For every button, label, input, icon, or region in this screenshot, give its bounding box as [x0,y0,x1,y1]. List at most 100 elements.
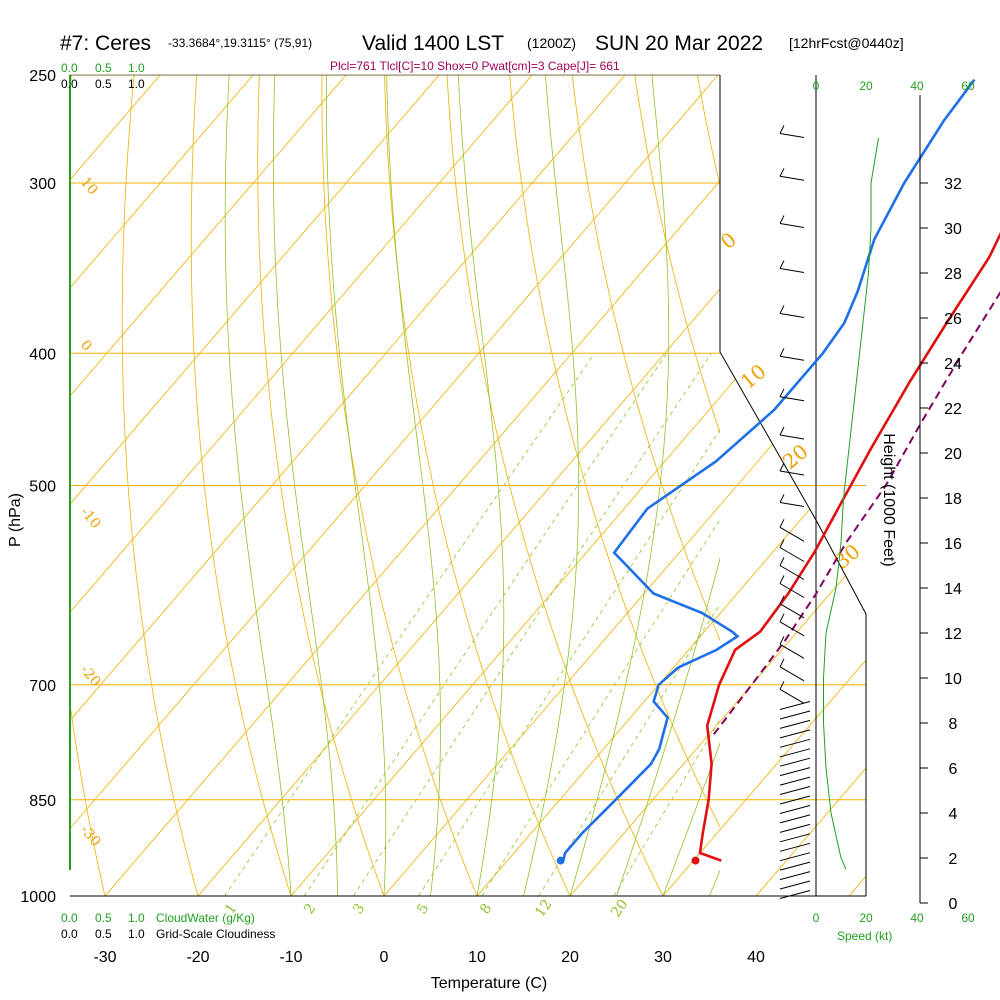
speed-tick-bottom-20: 20 [859,911,873,925]
surface-dewpoint [556,856,565,865]
wind-barb-flag [779,168,785,177]
wind-barb [779,814,811,824]
height-tick-14: 14 [944,581,962,598]
height-tick-28: 28 [944,266,962,283]
wind-panel-grid [720,75,866,896]
dewpoint-line [561,78,976,861]
pressure-tick-400: 400 [29,346,56,363]
isotherm [197,288,720,896]
wind-barb [779,890,811,899]
wind-barb [779,603,805,619]
moist-adiabat [523,75,579,896]
temp-tick-0: 0 [380,949,389,966]
cloud-scale-bottom-0: 0.0 [61,911,78,925]
wind-barb [779,355,805,361]
height-tick-22: 22 [944,401,962,418]
mixing-ratio-line [303,353,668,896]
mixing-ratio-label-5: 12 [532,897,555,921]
wind-barb [779,861,811,871]
wind-barb [779,757,811,767]
isotherm [476,612,720,896]
pressure-tick-250: 250 [29,68,56,85]
wind-barb-flag [779,348,785,357]
height-tick-20: 20 [944,446,962,463]
wind-barb-flag [779,388,785,398]
parcel-trace-line [713,291,1000,735]
wind-barb [779,805,811,814]
temp-tick--10: -10 [279,949,302,966]
pressure-tick-500: 500 [29,479,56,496]
wind-barb-flag [779,658,785,668]
cloud-water-scale-top: 0.0 0.5 1.0 0.0 0.5 1.0 [61,61,145,91]
speed-tick-top-20: 20 [859,79,873,93]
temp-tick-10: 10 [468,949,486,966]
cloud-water-scale-bottom: 0.0 0.5 1.0 CloudWater (g/Kg) 0.0 0.5 1.… [61,911,275,941]
wind-barb [779,526,805,542]
cloudiness-scale-bottom-1: 0.5 [95,927,112,941]
speed-tick-top-0: 0 [813,79,820,93]
dry-adiabat-label-0: 10 [77,174,101,198]
cloud-scale-top-1: 0.5 [95,61,112,75]
height-tick-16: 16 [944,536,962,553]
mixing-ratio-label-1: 2 [301,901,319,917]
cloud-scale-top-2: 1.0 [128,61,145,75]
temp-tick-30: 30 [654,949,672,966]
height-tick-30: 30 [944,221,962,238]
wind-barb [779,701,811,710]
wind-barb [779,842,811,852]
station-coords: -33.3684°,19.3115° (75,91) [168,36,312,50]
cloudiness-scale-top-1: 0.5 [95,77,112,91]
mixing-ratio-label-4: 8 [477,901,495,917]
wind-barb-flag [779,519,785,528]
wind-barb-flag [779,462,785,472]
dry-adiabat [509,75,720,828]
x-axis-title: Temperature (C) [431,975,547,992]
wind-barb-flag [779,636,785,645]
dry-adiabat [321,75,478,896]
height-tick-8: 8 [949,716,958,733]
wind-barb [779,688,805,704]
dry-adiabat-label-4: -30 [77,822,104,850]
wind-barb [779,643,805,659]
cloud-scale-top-0: 0.0 [61,61,78,75]
height-tick-24: 24 [944,356,962,373]
pressure-tick-700: 700 [29,678,56,695]
cloudiness-scale-top-0: 0.0 [61,77,78,91]
wind-barb [779,621,805,637]
cloudiness-scale-bottom-0: 0.0 [61,927,78,941]
height-tick-32: 32 [944,176,962,193]
wind-barb [779,175,805,181]
moist-adiabat [616,556,720,896]
wind-barb-flag [779,595,785,605]
wind-barb [779,880,811,890]
wind-barbs [779,125,811,899]
isotherm [70,75,533,613]
wind-barb [779,852,811,862]
temp-tick--20: -20 [186,949,209,966]
mixing-ratio-line [353,353,712,896]
utc-time: (1200Z) [527,35,576,51]
wind-barb [779,223,805,228]
speed-tick-top-40: 40 [910,79,924,93]
forecast-date: SUN 20 Mar 2022 [595,32,763,55]
mixing-ratio-lines [224,353,720,896]
isotherm [104,180,720,896]
wind-barb [779,767,811,777]
dry-adiabat [257,75,385,896]
moist-adiabat [457,75,505,896]
dry-adiabats [70,75,720,896]
thermo-grid [70,75,720,896]
isotherm [569,720,720,896]
sounding-parameters: Plcl=761 Tlcl[C]=10 Shox=0 Pwat[cm]=3 Ca… [330,59,620,73]
wind-barb [779,729,811,739]
dry-adiabat-label-1: 0 [77,337,95,354]
wind-barb-flag [779,305,785,314]
dry-adiabat [571,75,720,641]
mixing-ratio-line [481,518,720,896]
wind-barb [779,833,811,843]
dry-adiabat [634,75,720,435]
surface-markers [556,856,700,865]
wind-barb [779,795,811,805]
isotherm [70,75,440,505]
wind-barb-flag [779,260,785,269]
